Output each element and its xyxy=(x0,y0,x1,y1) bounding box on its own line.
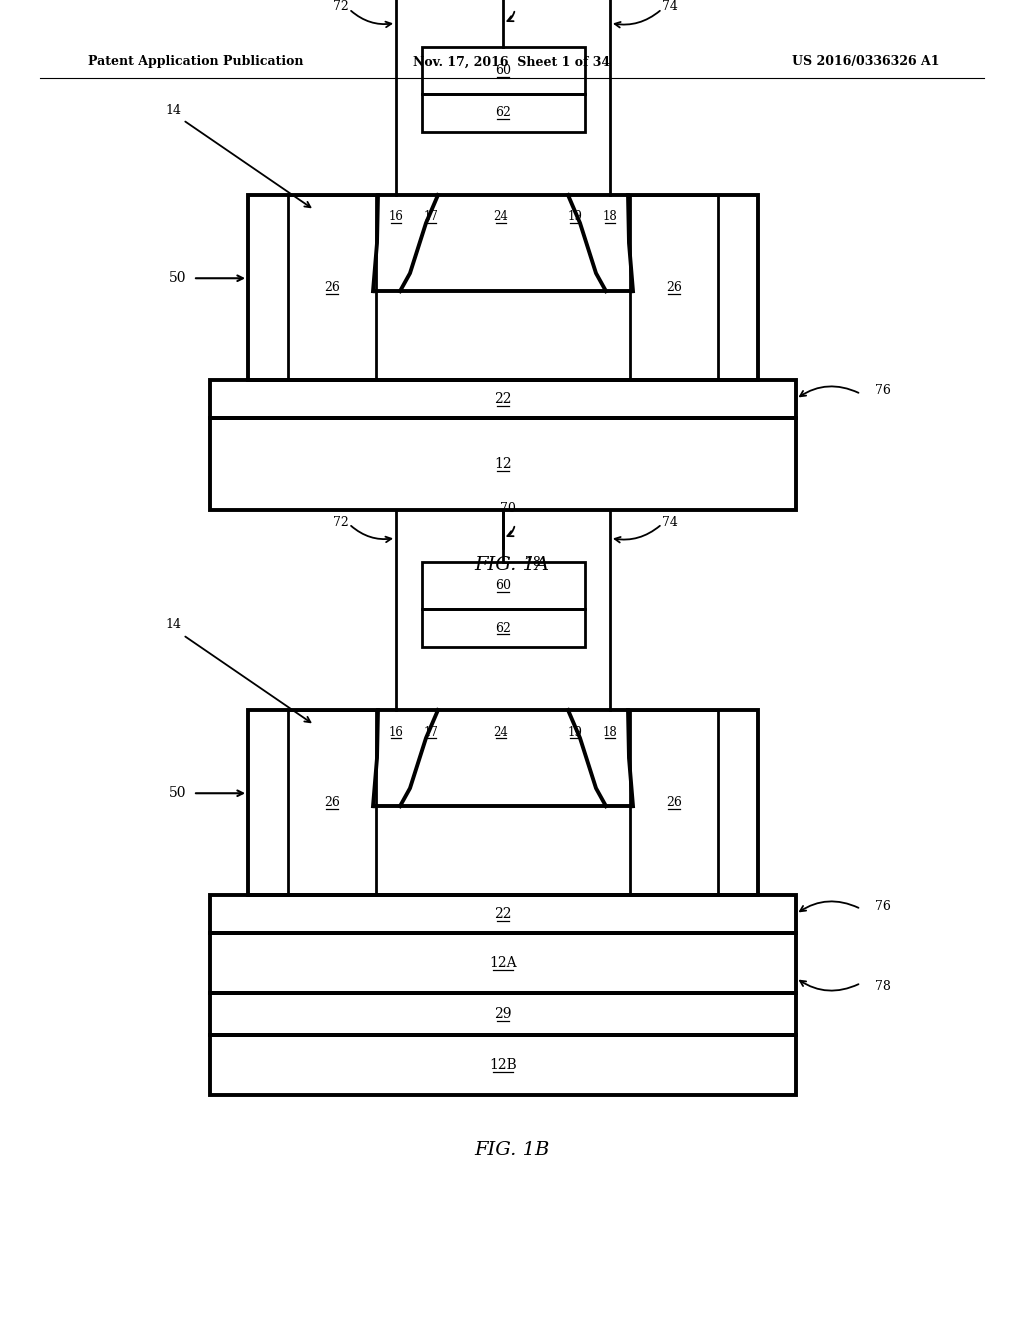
Bar xyxy=(288,195,376,380)
Text: 29: 29 xyxy=(495,1007,512,1020)
Text: 12B: 12B xyxy=(489,1059,517,1072)
Text: FIG. 1A: FIG. 1A xyxy=(474,556,550,574)
Text: 72: 72 xyxy=(333,0,349,13)
Text: 26: 26 xyxy=(324,796,340,809)
Text: 17: 17 xyxy=(424,726,438,738)
Text: 12: 12 xyxy=(495,457,512,471)
Bar xyxy=(630,195,718,380)
Bar xyxy=(422,94,585,132)
Text: 22: 22 xyxy=(495,392,512,407)
Bar xyxy=(630,710,718,895)
Text: US 2016/0336326 A1: US 2016/0336326 A1 xyxy=(793,55,940,69)
Text: Patent Application Publication: Patent Application Publication xyxy=(88,55,303,69)
Bar xyxy=(210,993,796,1035)
Bar xyxy=(210,1035,796,1096)
Text: 19: 19 xyxy=(567,726,583,738)
Bar xyxy=(210,895,796,933)
Bar xyxy=(422,48,585,94)
Text: 22: 22 xyxy=(495,907,512,921)
Text: 17: 17 xyxy=(424,210,438,223)
Text: 78: 78 xyxy=(874,979,891,993)
Bar xyxy=(422,562,585,609)
Text: 62: 62 xyxy=(495,622,511,635)
Text: 60: 60 xyxy=(495,63,511,77)
Text: 16: 16 xyxy=(388,210,403,223)
Text: 70: 70 xyxy=(500,502,516,515)
Bar xyxy=(210,418,796,510)
Text: 16: 16 xyxy=(388,726,403,738)
Text: 74: 74 xyxy=(663,516,678,528)
Text: 62: 62 xyxy=(495,107,511,120)
Bar xyxy=(210,380,796,418)
Text: 24: 24 xyxy=(494,726,509,738)
Text: 26: 26 xyxy=(324,281,340,294)
Text: 78: 78 xyxy=(525,556,541,569)
Text: 76: 76 xyxy=(874,899,891,912)
Text: 24: 24 xyxy=(494,210,509,223)
Text: 19: 19 xyxy=(567,210,583,223)
Text: Nov. 17, 2016  Sheet 1 of 34: Nov. 17, 2016 Sheet 1 of 34 xyxy=(414,55,610,69)
Text: 74: 74 xyxy=(663,0,678,13)
Text: 12A: 12A xyxy=(489,956,517,970)
Text: 76: 76 xyxy=(874,384,891,397)
Bar xyxy=(248,710,758,895)
Bar xyxy=(422,609,585,647)
Text: 18: 18 xyxy=(603,726,617,738)
Text: 60: 60 xyxy=(495,579,511,591)
Text: 26: 26 xyxy=(666,281,682,294)
Text: 50: 50 xyxy=(169,787,186,800)
Text: 50: 50 xyxy=(169,271,186,285)
Text: 14: 14 xyxy=(165,103,181,116)
Bar xyxy=(248,195,758,380)
Text: 26: 26 xyxy=(666,796,682,809)
Text: FIG. 1B: FIG. 1B xyxy=(474,1140,550,1159)
Text: 14: 14 xyxy=(165,619,181,631)
Text: 18: 18 xyxy=(603,210,617,223)
Text: 72: 72 xyxy=(333,516,349,528)
Bar xyxy=(288,710,376,895)
Bar xyxy=(210,933,796,993)
